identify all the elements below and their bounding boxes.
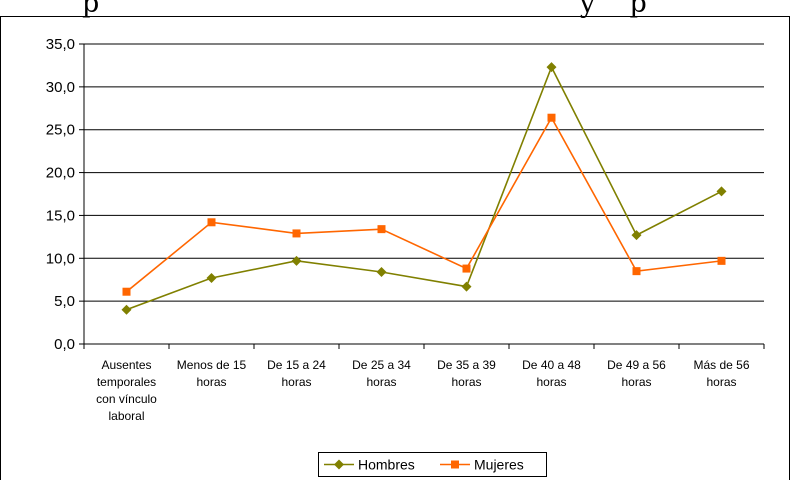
series-line-mujeres xyxy=(125,116,722,293)
y-tick-label: 30,0 xyxy=(46,79,75,96)
data-point-mujeres xyxy=(717,256,726,265)
data-point-mujeres xyxy=(632,267,641,276)
y-tick-label: 0,0 xyxy=(54,336,75,353)
x-tick-label-line: Menos de 15 xyxy=(177,358,247,372)
series-line-hombres xyxy=(126,65,722,311)
data-point-hombres xyxy=(121,304,132,315)
x-tick-label: De 35 a 39 horas xyxy=(437,358,496,389)
data-point-hombres xyxy=(716,186,727,197)
data-point-hombres xyxy=(206,273,217,283)
data-point-mujeres xyxy=(207,218,216,227)
x-tick-label: De 49 a 56 horas xyxy=(607,358,666,389)
x-tick-label-line: De 25 a 34 xyxy=(352,358,411,372)
y-tick-label: 15,0 xyxy=(46,207,75,224)
x-tick-label-line: horas xyxy=(451,375,481,389)
gridlines xyxy=(84,43,764,302)
x-tick-label: Menos de 15 horas xyxy=(177,358,247,389)
legend-marker-hombres xyxy=(334,459,344,470)
x-tick-label-line: horas xyxy=(536,375,566,389)
data-point-mujeres xyxy=(547,113,556,122)
x-tick-label-line: temporales xyxy=(97,375,156,389)
data-point-mujeres xyxy=(292,229,301,238)
data-point-hombres xyxy=(291,255,302,266)
x-tick-label-line: Ausentes xyxy=(101,358,151,372)
data-point-hombres xyxy=(631,230,642,241)
y-tick-label: 5,0 xyxy=(54,293,75,310)
series xyxy=(121,62,727,315)
data-point-mujeres xyxy=(462,264,471,273)
y-tick-label: 25,0 xyxy=(46,122,75,139)
chart-border xyxy=(0,16,790,480)
x-tick-label-line: De 35 a 39 xyxy=(437,358,496,372)
y-tick-label: 10,0 xyxy=(46,250,75,267)
legend: Hombres Mujeres xyxy=(318,452,547,477)
x-tick-label-line: laboral xyxy=(108,409,144,423)
data-point-mujeres xyxy=(377,225,386,234)
legend-box xyxy=(318,452,547,477)
x-tick-label: De 15 a 24 horas xyxy=(267,358,326,389)
y-tick-label: 20,0 xyxy=(46,165,75,182)
axes: 0,0 5,0 10,0 15,0 20,0 25,0 30,0 35,0 Ausentes te… xyxy=(46,36,765,423)
x-tick-label-line: Más de 56 xyxy=(693,358,749,372)
x-tick-label: Ausentes temporales con vínculo laboral xyxy=(96,358,157,423)
x-tick-label-line: horas xyxy=(366,375,396,389)
legend-marker-mujeres xyxy=(451,460,459,469)
x-tick-label: De 40 a 48 horas xyxy=(522,358,581,389)
legend-label-mujeres: Mujeres xyxy=(474,457,524,473)
data-point-hombres xyxy=(376,267,387,277)
chart-title: p y p xyxy=(82,0,647,19)
legend-label-hombres: Hombres xyxy=(358,457,415,473)
x-tick-label: De 25 a 34 horas xyxy=(352,358,411,389)
x-tick-label-line: De 40 a 48 xyxy=(522,358,581,372)
data-point-hombres xyxy=(546,62,557,73)
y-tick-label: 35,0 xyxy=(46,36,75,53)
x-tick-label-line: con vínculo xyxy=(96,392,157,406)
data-point-hombres xyxy=(461,281,472,292)
x-tick-label-line: horas xyxy=(196,375,226,389)
x-tick-label-line: horas xyxy=(621,375,651,389)
data-point-mujeres xyxy=(122,287,131,296)
x-tick-label-line: horas xyxy=(706,375,736,389)
x-tick-label-line: horas xyxy=(281,375,311,389)
x-tick-label-line: De 15 a 24 xyxy=(267,358,326,372)
x-tick-label: Más de 56 horas xyxy=(693,358,749,389)
x-tick-label-line: De 49 a 56 xyxy=(607,358,666,372)
